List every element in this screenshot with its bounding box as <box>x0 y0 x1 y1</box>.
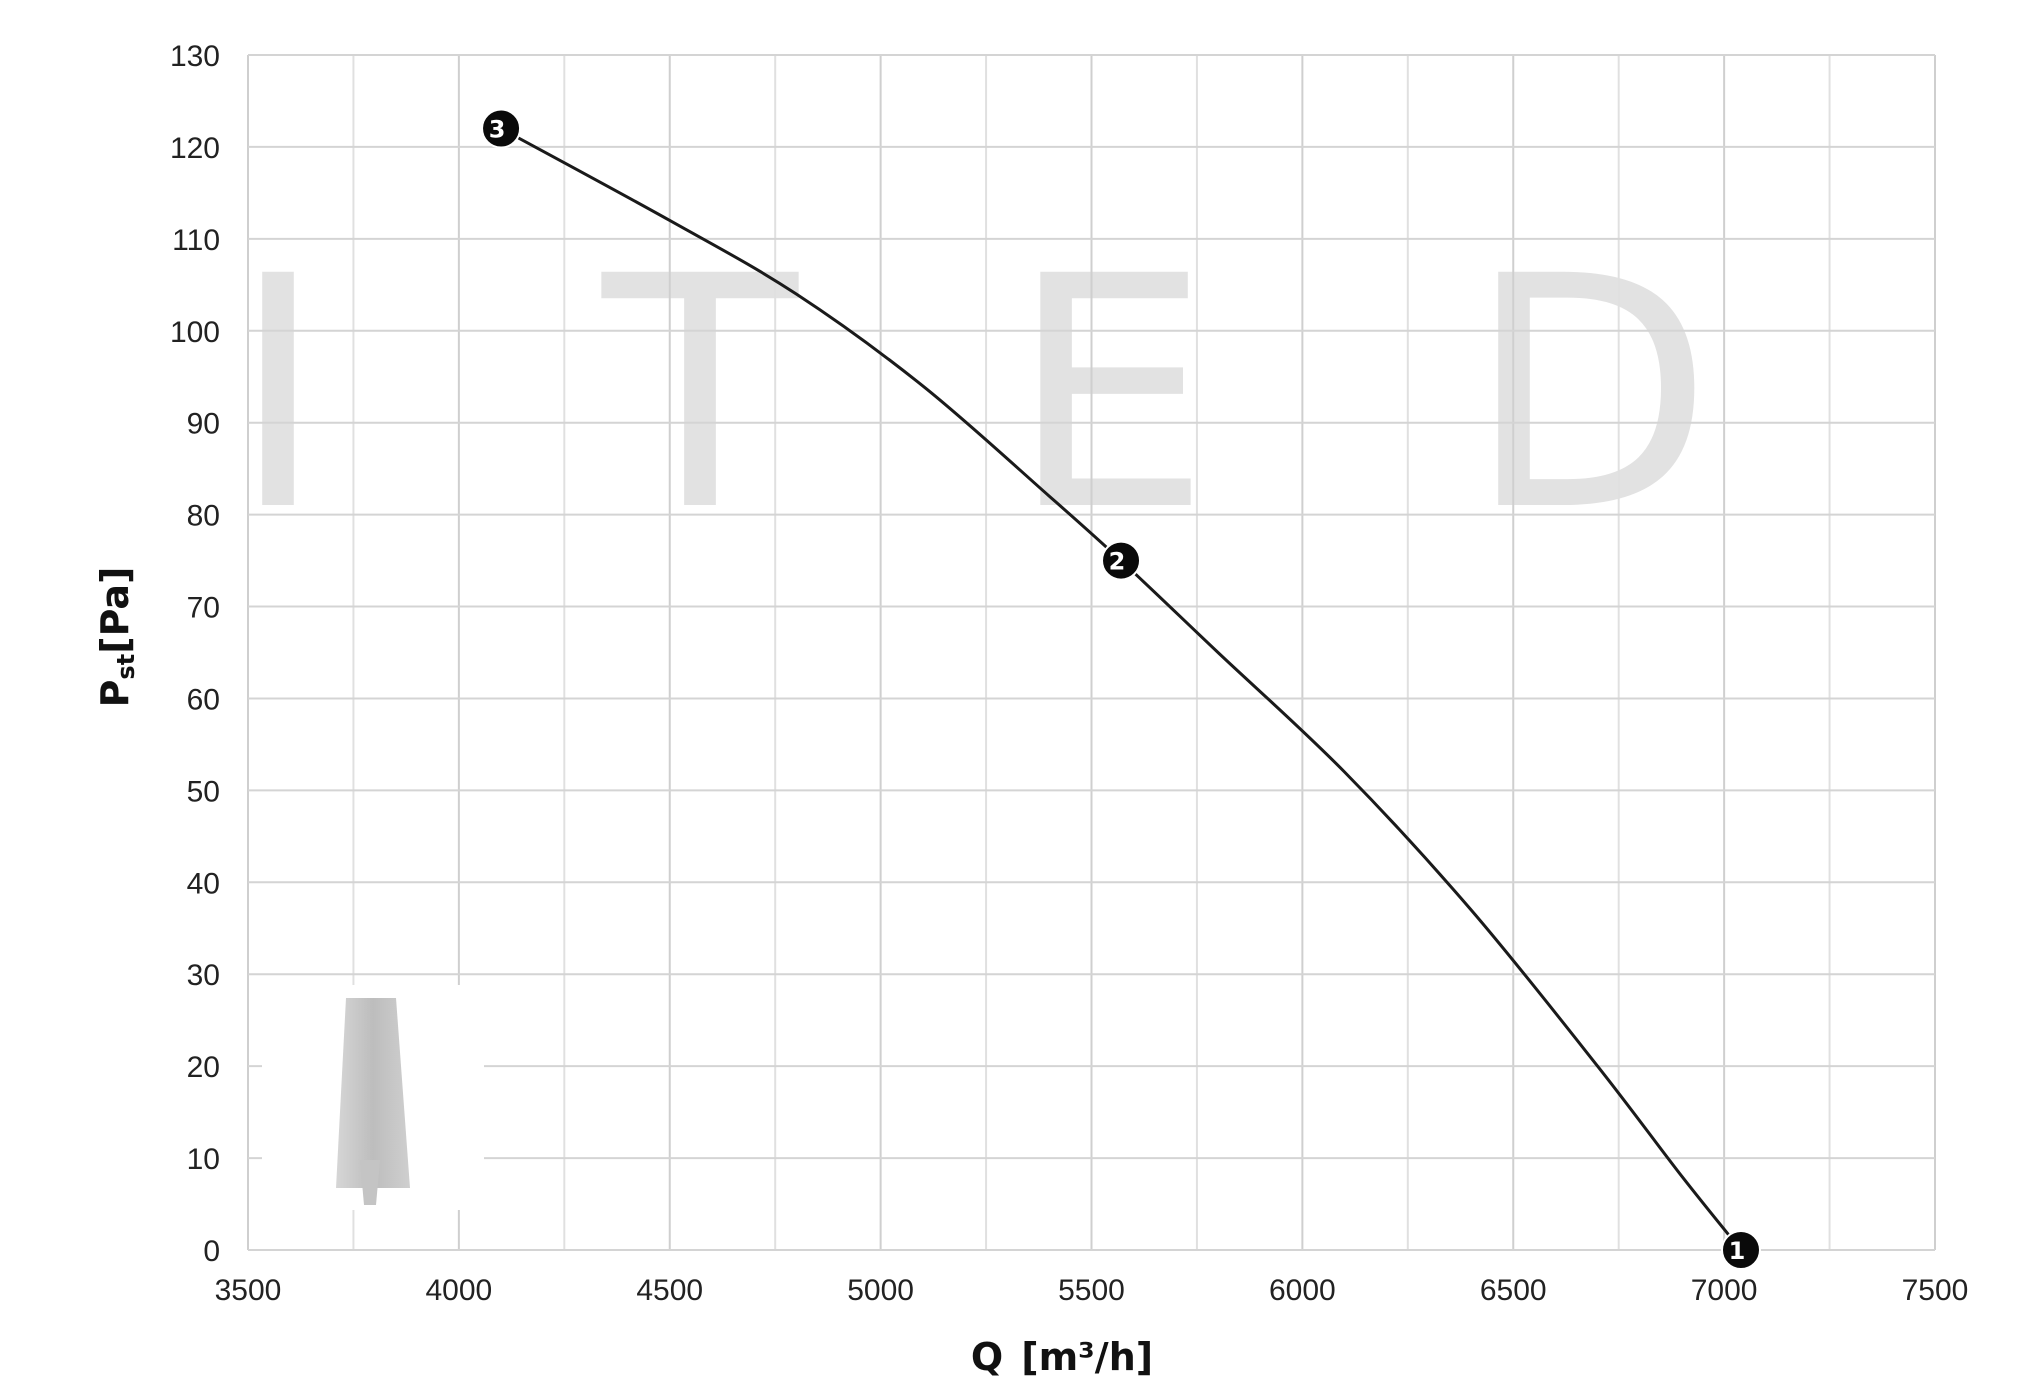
y-tick-label: 90 <box>187 408 220 441</box>
watermark-letter: T <box>597 209 802 581</box>
y-tick-label: 120 <box>170 132 220 165</box>
y-tick-label: 100 <box>170 316 220 349</box>
operating-point-marker <box>1720 1230 1761 1270</box>
y-tick-label: 130 <box>170 40 220 73</box>
watermark-letter: I <box>231 209 325 581</box>
y-tick-label: 80 <box>187 500 220 533</box>
x-tick-label: 4000 <box>426 1274 493 1307</box>
operating-point-label: 1 <box>1729 1237 1746 1265</box>
grid <box>247 54 1936 1251</box>
y-tick-label: 40 <box>187 867 220 900</box>
y-tick-labels: 0 10 20 30 40 50 60 70 80 90 100 110 120 130 <box>170 40 220 1268</box>
x-tick-label: 6000 <box>1269 1274 1336 1307</box>
y-tick-label: 30 <box>187 959 220 992</box>
x-tick-label: 7500 <box>1902 1274 1969 1307</box>
y-tick-label: 110 <box>172 224 220 257</box>
y-tick-label: 60 <box>187 683 220 716</box>
y-tick-label: 70 <box>187 592 220 625</box>
watermark-letter: E <box>1009 209 1211 581</box>
x-tick-label: 5000 <box>847 1274 914 1307</box>
x-tick-label: 4500 <box>636 1274 703 1307</box>
fan-inset-image <box>262 985 484 1210</box>
operating-point-marker <box>481 108 522 149</box>
watermark-letter: D <box>1467 209 1713 581</box>
x-tick-label: 3500 <box>215 1274 282 1307</box>
performance-curve <box>500 127 1743 1251</box>
x-tick-labels: 3500 4000 4500 5000 5500 6000 6500 7000 7500 <box>215 1274 1969 1307</box>
operating-points: 1 2 3 <box>481 108 1761 1270</box>
y-tick-label: 0 <box>203 1235 220 1268</box>
x-tick-label: 7000 <box>1691 1274 1758 1307</box>
y-axis-title: Pst[Pa] <box>93 567 140 708</box>
x-tick-label: 6500 <box>1480 1274 1547 1307</box>
y-tick-label: 50 <box>187 775 220 808</box>
x-axis-title: Q [m³/h] <box>971 1335 1153 1379</box>
x-tick-label: 5500 <box>1058 1274 1125 1307</box>
y-tick-label: 20 <box>187 1051 220 1084</box>
operating-point-label: 2 <box>1109 548 1126 576</box>
operating-point-marker <box>1101 540 1142 581</box>
operating-point-label: 3 <box>489 116 506 144</box>
y-tick-label: 10 <box>187 1143 220 1176</box>
curve-layer <box>500 127 1743 1251</box>
